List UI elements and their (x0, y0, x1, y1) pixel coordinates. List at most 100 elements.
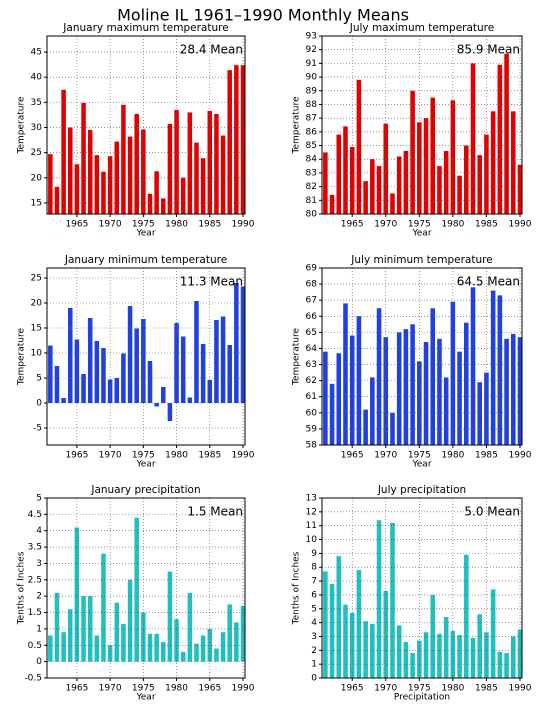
bar (121, 104, 126, 214)
bar (61, 89, 66, 214)
bar (484, 632, 489, 678)
bar (323, 152, 328, 214)
bar (470, 287, 476, 445)
bar (194, 643, 199, 662)
bar (490, 589, 496, 678)
y-tick-label: 64 (306, 344, 318, 354)
bars (48, 65, 245, 214)
bar (517, 629, 522, 678)
bar (87, 318, 93, 403)
bar (504, 653, 509, 678)
page-title: Moline IL 1961–1990 Monthly Means (117, 6, 409, 25)
bar (410, 90, 415, 214)
bar (200, 344, 206, 403)
bar (336, 556, 342, 678)
y-tick-label: 30 (31, 123, 43, 133)
bar (94, 155, 100, 214)
bar (390, 193, 395, 214)
y-tick-label: 67 (306, 296, 317, 306)
x-tick-label: 1970 (99, 220, 122, 230)
y-tick-label: 69 (306, 264, 318, 274)
bar (443, 617, 449, 678)
x-axis-label: Precipitation (394, 693, 450, 703)
bar (443, 377, 449, 445)
y-tick-label: 7 (311, 577, 317, 587)
y-tick-label: 5 (36, 374, 42, 384)
annotation: 1.5 Mean (187, 505, 243, 519)
bars (48, 283, 245, 421)
y-tick-label: 81 (306, 196, 317, 206)
panel: July precipitation0123456789101112131965… (292, 484, 532, 703)
bar (423, 342, 429, 445)
x-tick-label: 1990 (509, 684, 532, 694)
bar (114, 602, 120, 662)
bar (234, 65, 239, 214)
bar (174, 323, 179, 403)
bar (54, 592, 60, 662)
x-tick-label: 1990 (232, 451, 255, 461)
x-tick-label: 1965 (65, 451, 88, 461)
bar (154, 633, 159, 662)
x-tick-label: 1980 (165, 684, 188, 694)
bar (477, 614, 482, 678)
x-tick-label: 1970 (374, 220, 397, 230)
bar (227, 604, 232, 662)
plot-frame (46, 267, 246, 446)
y-tick-label: -5 (33, 424, 42, 434)
bar (48, 345, 53, 403)
y-tick-label: 60 (306, 408, 318, 418)
annotation: 11.3 Mean (180, 275, 243, 289)
y-tick-label: 68 (306, 280, 318, 290)
bar (187, 112, 193, 214)
bar (220, 316, 226, 403)
bar (343, 126, 348, 214)
bar (363, 409, 368, 445)
bar (403, 151, 409, 214)
bar (423, 632, 429, 678)
y-tick-label: 5 (311, 604, 317, 614)
y-tick-label: 0 (36, 657, 42, 667)
bars (323, 520, 522, 678)
y-tick-label: 0 (311, 674, 317, 684)
bar (437, 166, 442, 214)
y-tick-label: 0.5 (28, 641, 42, 651)
bar (490, 290, 496, 445)
bar (437, 338, 442, 445)
bar (200, 635, 206, 662)
bar (336, 134, 342, 214)
bar (450, 100, 456, 214)
annotation: 64.5 Mean (457, 275, 520, 289)
bar (61, 632, 66, 662)
bars (323, 287, 522, 445)
bar (161, 387, 166, 403)
bar (81, 374, 86, 403)
bar (194, 301, 199, 403)
bar (107, 645, 113, 662)
y-tick-label: 35 (31, 98, 42, 108)
bar (220, 632, 226, 662)
y-tick-label: 9 (311, 549, 317, 559)
y-tick-label: 4 (311, 618, 317, 628)
bar (430, 97, 436, 214)
y-axis-label: Temperature (292, 96, 302, 154)
y-tick-label: 4.5 (28, 510, 42, 520)
bar (504, 53, 509, 214)
bar (477, 382, 482, 445)
x-tick-label: 1970 (374, 684, 397, 694)
y-axis-label: Temperature (292, 328, 302, 386)
panel: July minimum temperature 58 59 60 61 62 63 64 65… (292, 254, 532, 470)
y-tick-label: 3.5 (28, 543, 42, 553)
bar (167, 123, 173, 214)
panel-title: January precipitation (90, 484, 200, 496)
bar (510, 636, 516, 678)
y-tick-label: 90 (306, 73, 318, 83)
x-tick-label: 1975 (132, 451, 155, 461)
bar (147, 193, 153, 214)
y-tick-label: 80 (306, 210, 318, 220)
y-tick-label: 0 (36, 399, 42, 409)
plot-frame (46, 497, 246, 679)
x-tick-label: 1980 (441, 684, 464, 694)
bar (430, 308, 436, 445)
y-tick-label: 63 (306, 360, 317, 370)
